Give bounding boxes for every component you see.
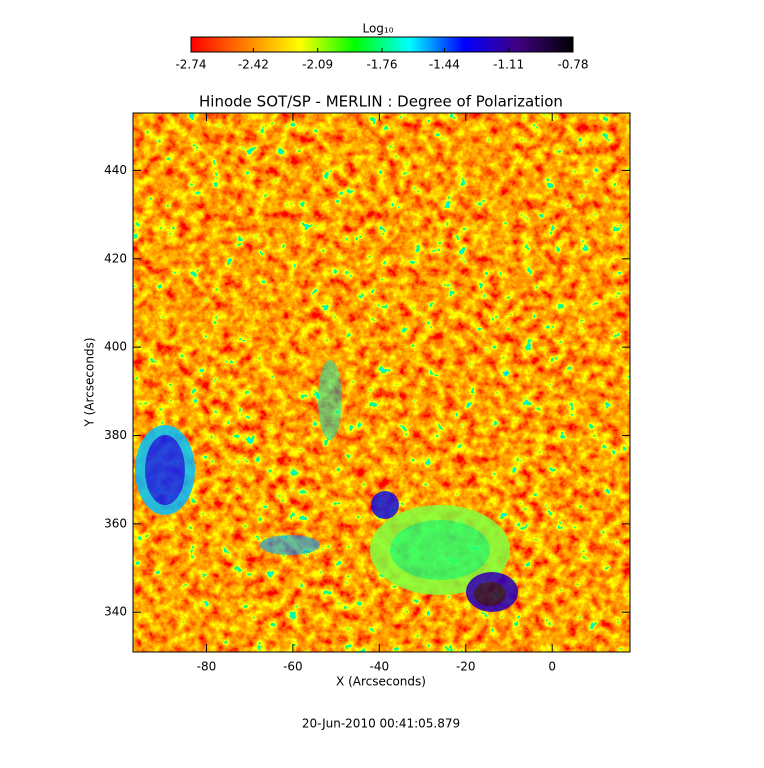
y-tick-label: 380	[104, 428, 127, 442]
x-tick-label: -40	[370, 660, 390, 674]
colorbar-tick-label: -1.44	[429, 58, 460, 72]
y-tick-label: 400	[104, 340, 127, 354]
footer: 20-Jun-2010 00:41:05.879	[302, 717, 460, 731]
chart-title: Hinode SOT/SP - MERLIN : Degree of Polar…	[199, 93, 563, 111]
colorbar-tick-label: -2.74	[175, 58, 206, 72]
colorbar-label: Log₁₀	[362, 22, 393, 36]
x-tick-label: -20	[456, 660, 476, 674]
plot-frame	[132, 112, 631, 653]
colorbar-tick-label: -2.09	[302, 58, 333, 72]
x-tick-label: -60	[283, 660, 303, 674]
colorbar-tick-label: -0.78	[557, 58, 588, 72]
y-tick-label: 440	[104, 163, 127, 177]
y-tick-label: 360	[104, 516, 127, 530]
x-tick-label: -80	[197, 660, 217, 674]
colorbar-tick-label: -2.42	[238, 58, 269, 72]
colorbar-tick-label: -1.11	[493, 58, 524, 72]
y-tick-label: 420	[104, 251, 127, 265]
y-tick-label: 340	[104, 605, 127, 619]
y-axis-label: Y (Arcseconds)	[83, 337, 97, 427]
colorbar-tick-label: -1.76	[366, 58, 397, 72]
image	[133, 113, 630, 652]
x-axis-label: X (Arcseconds)	[336, 675, 426, 689]
image-features	[135, 360, 518, 612]
x-tick-label: 0	[548, 660, 556, 674]
